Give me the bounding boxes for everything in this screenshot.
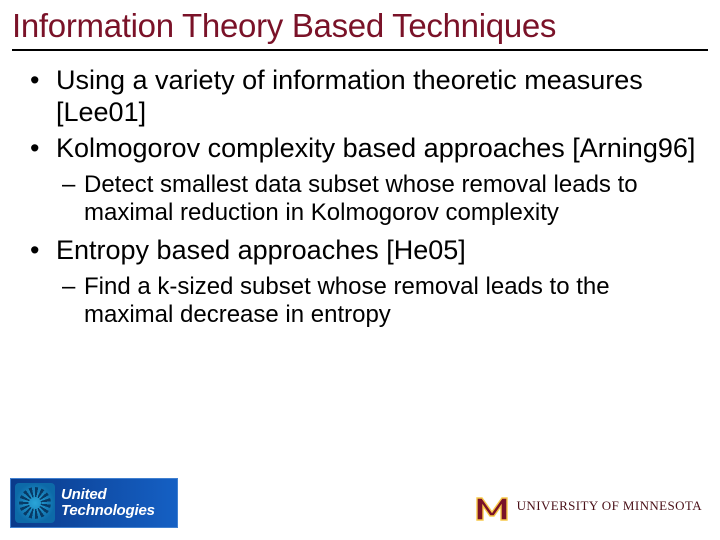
ut-line2: Technologies	[61, 503, 155, 519]
slide-body: • Using a variety of information theoret…	[12, 65, 708, 330]
bullet-marker: •	[28, 235, 56, 267]
slide-title: Information Theory Based Techniques	[12, 8, 708, 45]
bullet-marker: •	[28, 65, 56, 129]
dash-marker: –	[62, 273, 84, 330]
umn-name: MINNESOTA	[623, 498, 702, 513]
bullet-item: • Entropy based approaches [He05]	[28, 235, 708, 267]
sub-bullet-item: – Find a k-sized subset whose removal le…	[62, 273, 708, 330]
bullet-text: Kolmogorov complexity based approaches […	[56, 133, 708, 165]
sub-bullet-item: – Detect smallest data subset whose remo…	[62, 171, 708, 228]
umn-prefix: UNIVERSITY OF	[517, 498, 623, 513]
sub-bullet-text: Find a k-sized subset whose removal lead…	[84, 273, 708, 330]
ut-line1: United	[61, 487, 155, 503]
title-underline	[12, 49, 708, 51]
footer: United Technologies UNIVERSITY OF MINNES…	[0, 472, 720, 528]
university-of-minnesota-logo: UNIVERSITY OF MINNESOTA	[475, 490, 702, 522]
slide: Information Theory Based Techniques • Us…	[0, 0, 720, 540]
bullet-item: • Kolmogorov complexity based approaches…	[28, 133, 708, 165]
umn-m-icon	[475, 490, 509, 522]
sub-bullet-text: Detect smallest data subset whose remova…	[84, 171, 708, 228]
dash-marker: –	[62, 171, 84, 228]
bullet-text: Using a variety of information theoretic…	[56, 65, 708, 129]
umn-logo-text: UNIVERSITY OF MINNESOTA	[517, 498, 702, 514]
bullet-text: Entropy based approaches [He05]	[56, 235, 708, 267]
ut-logo-text: United Technologies	[61, 487, 155, 519]
united-technologies-logo: United Technologies	[10, 478, 178, 528]
sunburst-icon	[15, 483, 55, 523]
bullet-item: • Using a variety of information theoret…	[28, 65, 708, 129]
bullet-marker: •	[28, 133, 56, 165]
